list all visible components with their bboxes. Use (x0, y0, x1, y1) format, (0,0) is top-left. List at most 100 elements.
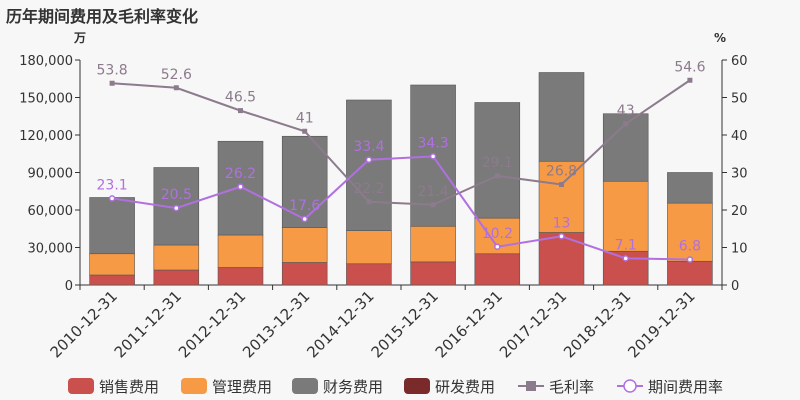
left-tick-label: 120,000 (19, 129, 73, 144)
right-tick-label: 60 (731, 54, 748, 69)
bar-segment (410, 261, 456, 286)
period-rate-point (301, 215, 308, 223)
gross-margin-point (623, 121, 629, 127)
x-tick-label: 2012-12-31 (175, 287, 249, 361)
legend-swatch (181, 378, 207, 394)
gross-margin-label: 53.8 (97, 62, 128, 78)
bar-segment (474, 102, 521, 219)
gross-margin-label: 52.6 (161, 67, 192, 83)
period-rate-label: 10.2 (482, 226, 513, 242)
left-tick-label: 180,000 (19, 54, 73, 69)
period-rate-label: 34.3 (418, 135, 449, 151)
left-tick-label: 60,000 (28, 204, 74, 219)
gross-margin-label: 29.1 (482, 155, 513, 171)
legend: 销售费用 管理费用 财务费用 研发费用 毛利率 期间费用率 (68, 378, 723, 396)
gross-margin-point (366, 199, 372, 205)
period-rate-label: 17.6 (289, 198, 320, 214)
bar-segment (667, 172, 713, 204)
left-tick-label: 150,000 (19, 92, 73, 107)
bar-segment (89, 197, 135, 255)
right-tick-label: 40 (731, 129, 748, 144)
gross-margin-point (559, 182, 564, 187)
legend-label: 毛利率 (549, 378, 594, 396)
period-rate-point (494, 243, 501, 250)
legend-label: 财务费用 (323, 378, 383, 396)
x-tick-label: 2016-12-31 (432, 287, 506, 361)
bar-segment (346, 99, 392, 231)
period-rate-point (108, 195, 116, 202)
x-tick-label: 2015-12-31 (368, 287, 442, 361)
gross-margin-label: 21.4 (418, 184, 449, 200)
legend-label: 销售费用 (99, 378, 159, 396)
x-tick-label: 2011-12-31 (111, 287, 185, 361)
gross-margin-label: 41 (296, 110, 314, 126)
gross-margin-point (494, 173, 500, 179)
bar-segment (538, 72, 585, 162)
period-rate-point (622, 255, 629, 262)
bar-segment (281, 262, 328, 286)
gross-margin-label: 43 (617, 103, 635, 119)
bar-segment (89, 253, 135, 276)
legend-swatch (292, 378, 318, 394)
period-rate-point (173, 204, 180, 212)
period-rate-label: 7.1 (615, 237, 637, 253)
right-tick-label: 0 (731, 279, 739, 294)
lines-layer (108, 77, 694, 263)
legend-label: 管理费用 (212, 378, 272, 396)
x-tick-label: 2017-12-31 (496, 287, 570, 361)
x-tick-label: 2010-12-31 (47, 287, 121, 361)
period-rate-line (111, 155, 690, 261)
period-rate-point (237, 183, 244, 190)
bar-segment (217, 267, 264, 286)
period-rate-label: 23.1 (97, 177, 128, 193)
legend-swatch (68, 378, 94, 394)
left-tick-label: 0 (65, 279, 73, 294)
gross-margin-label: 54.6 (674, 59, 705, 75)
right-tick-label: 50 (731, 92, 748, 107)
legend-marker (623, 379, 637, 393)
legend-swatch (404, 378, 430, 394)
bar-segment (153, 269, 200, 286)
bar-segment (667, 260, 713, 286)
legend-label: 研发费用 (435, 378, 495, 396)
gross-margin-point (109, 80, 115, 86)
x-tick-label: 2014-12-31 (303, 287, 377, 361)
bar-segment (346, 263, 392, 286)
period-rate-point (365, 156, 373, 163)
legend-marker (526, 381, 536, 391)
bar-segment (153, 244, 200, 271)
bar-segment (538, 160, 585, 233)
data-labels-layer: 53.8 52.6 46.5 41 22.2 21.4 29.1 26.8 43 54.6 23.1… (97, 59, 706, 254)
bar-segment (474, 253, 521, 286)
period-rate-point (429, 153, 437, 160)
bar-segment (281, 227, 328, 263)
bar-segment (410, 225, 456, 263)
period-rate-label: 20.5 (161, 187, 192, 203)
bar-segment (89, 274, 135, 286)
x-tick-label: 2018-12-31 (560, 287, 634, 361)
left-tick-label: 90,000 (28, 167, 74, 182)
page-title: 历年期间费用及毛利率变化 (6, 7, 199, 26)
gross-margin-label: 26.8 (546, 164, 577, 180)
period-rate-label: 6.8 (679, 239, 701, 255)
period-rate-label: 26.2 (225, 166, 256, 182)
gross-margin-point (238, 108, 243, 114)
gross-margin-label: 22.2 (353, 181, 384, 197)
bar-segment (667, 202, 713, 262)
gross-margin-point (430, 202, 436, 208)
left-axis-unit: 万 (73, 31, 86, 45)
bar-segment (346, 230, 392, 265)
gross-margin-label: 46.5 (225, 90, 256, 106)
gross-margin-point (302, 128, 308, 134)
bar-segment (217, 234, 264, 268)
right-tick-label: 30 (731, 167, 748, 182)
period-rate-label: 13 (553, 215, 571, 231)
period-rate-point (686, 256, 694, 263)
x-tick-label: 2013-12-31 (239, 287, 313, 361)
legend-label: 期间费用率 (648, 378, 723, 396)
right-axis-unit: % (714, 31, 726, 45)
gross-margin-point (687, 77, 693, 83)
gross-margin-point (173, 85, 179, 91)
